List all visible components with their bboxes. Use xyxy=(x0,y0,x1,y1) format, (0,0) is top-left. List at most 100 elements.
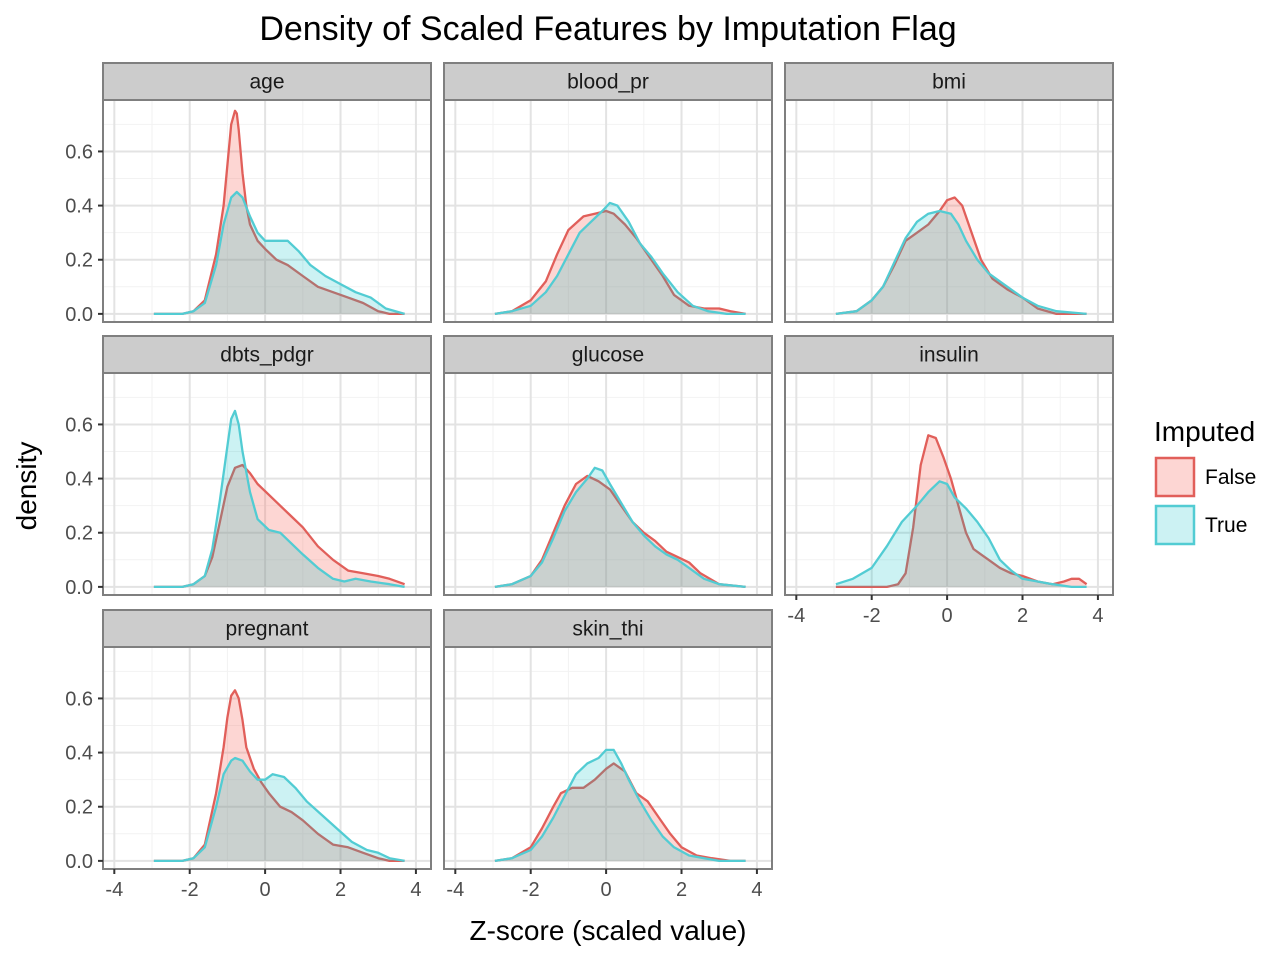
facet-label: dbts_pdgr xyxy=(220,344,313,367)
density-area-false xyxy=(835,435,1087,587)
x-tick-label: -2 xyxy=(863,605,881,627)
density-line-true xyxy=(153,409,405,589)
facet-label: glucose xyxy=(572,344,644,367)
density-line-false xyxy=(153,109,405,316)
legend-label-false: False xyxy=(1205,466,1256,489)
density-area-true xyxy=(494,749,746,861)
x-axis-title: Z-score (scaled value) xyxy=(470,915,747,946)
x-tick-label: 0 xyxy=(942,605,953,627)
x-tick-label: 4 xyxy=(410,879,421,901)
panel-background xyxy=(785,373,1113,595)
facet-label: pregnant xyxy=(226,618,309,641)
y-tick-label: 0.6 xyxy=(65,141,93,163)
panel-blood_pr: blood_pr xyxy=(443,62,773,323)
panel-skin_thi: skin_thi -4 -2 0 2 4 xyxy=(443,609,773,901)
x-tick-label: -4 xyxy=(446,879,464,901)
x-tick-label: -2 xyxy=(522,879,540,901)
y-axis-title: density xyxy=(11,442,42,531)
legend: Imputed False True xyxy=(1154,416,1256,546)
panel-background xyxy=(444,647,772,869)
facet-strip xyxy=(784,62,1114,101)
panel-background xyxy=(444,373,772,595)
y-tick-label: 0.0 xyxy=(65,577,93,599)
facet-label: skin_thi xyxy=(572,618,643,641)
density-area-true xyxy=(494,202,746,314)
density-line-true xyxy=(153,190,405,316)
facet-strip xyxy=(443,62,773,101)
density-area-false xyxy=(494,211,746,314)
density-area-true xyxy=(835,481,1087,587)
density-area-false xyxy=(153,465,405,587)
panel-glucose: glucose xyxy=(443,335,773,596)
y-tick-label: 0.4 xyxy=(65,743,93,765)
x-tick-label: 0 xyxy=(260,879,271,901)
density-line-true xyxy=(835,480,1087,589)
x-tick-label: 4 xyxy=(751,879,762,901)
facet-label: blood_pr xyxy=(567,71,649,94)
panel-bmi: bmi xyxy=(784,62,1114,323)
panel-border xyxy=(784,372,1114,596)
panel-border xyxy=(102,372,432,596)
y-tick-label: 0.4 xyxy=(65,469,93,491)
density-line-true xyxy=(835,209,1087,316)
panel-background xyxy=(103,647,431,869)
x-tick-label: 2 xyxy=(335,879,346,901)
panel-background xyxy=(103,100,431,322)
x-tick-label: 0 xyxy=(601,879,612,901)
facet-panels: age 0.0 0.2 0.4 0.6 blood_pr bmi dbts_pdgr 0.0 0.… xyxy=(65,62,1114,901)
x-tick-label: -2 xyxy=(181,879,199,901)
facet-label: insulin xyxy=(919,344,979,367)
x-tick-label: -4 xyxy=(105,879,123,901)
panel-border xyxy=(443,99,773,323)
density-area-false xyxy=(494,763,746,861)
density-line-true xyxy=(153,756,405,863)
density-line-false xyxy=(153,689,405,863)
density-line-false xyxy=(494,762,746,863)
legend-label-true: True xyxy=(1205,514,1247,537)
density-area-false xyxy=(153,690,405,861)
y-tick-label: 0.4 xyxy=(65,196,93,218)
panel-background xyxy=(103,373,431,595)
density-area-true xyxy=(153,758,405,861)
panel-border xyxy=(784,99,1114,323)
density-area-true xyxy=(153,410,405,587)
density-line-true xyxy=(494,466,746,589)
facet-strip xyxy=(102,62,432,101)
facet-strip xyxy=(784,335,1114,374)
density-area-false xyxy=(835,197,1087,314)
facet-strip xyxy=(443,335,773,374)
density-area-true xyxy=(835,211,1087,314)
chart-title: Density of Scaled Features by Imputation… xyxy=(259,10,956,48)
y-tick-label: 0.2 xyxy=(65,523,93,545)
facet-strip xyxy=(102,609,432,648)
panel-border xyxy=(102,99,432,323)
y-tick-label: 0.0 xyxy=(65,304,93,326)
legend-key-false xyxy=(1154,456,1196,498)
y-tick-label: 0.2 xyxy=(65,250,93,272)
facet-label: age xyxy=(249,71,284,94)
density-area-false xyxy=(494,475,746,587)
panel-border xyxy=(102,646,432,870)
x-tick-label: -4 xyxy=(787,605,805,627)
density-area-true xyxy=(494,467,746,587)
facet-label: bmi xyxy=(932,71,966,94)
legend-title: Imputed xyxy=(1154,416,1255,447)
panel-age: age 0.0 0.2 0.4 0.6 xyxy=(65,62,432,326)
x-tick-label: 2 xyxy=(1017,605,1028,627)
x-tick-label: 2 xyxy=(676,879,687,901)
legend-key-true xyxy=(1154,504,1196,546)
density-area-true xyxy=(153,192,405,314)
density-line-true xyxy=(494,748,746,863)
facet-strip xyxy=(443,609,773,648)
panel-background xyxy=(785,100,1113,322)
density-line-false xyxy=(494,474,746,589)
panel-border xyxy=(443,646,773,870)
x-tick-label: 4 xyxy=(1092,605,1103,627)
y-tick-label: 0.0 xyxy=(65,851,93,873)
y-tick-label: 0.2 xyxy=(65,797,93,819)
density-line-true xyxy=(494,201,746,316)
y-tick-label: 0.6 xyxy=(65,414,93,436)
panel-pregnant: pregnant 0.0 0.2 0.4 0.6 -4 -2 0 2 4 xyxy=(65,609,432,901)
panel-dbts_pdgr: dbts_pdgr 0.0 0.2 0.4 0.6 xyxy=(65,335,432,599)
